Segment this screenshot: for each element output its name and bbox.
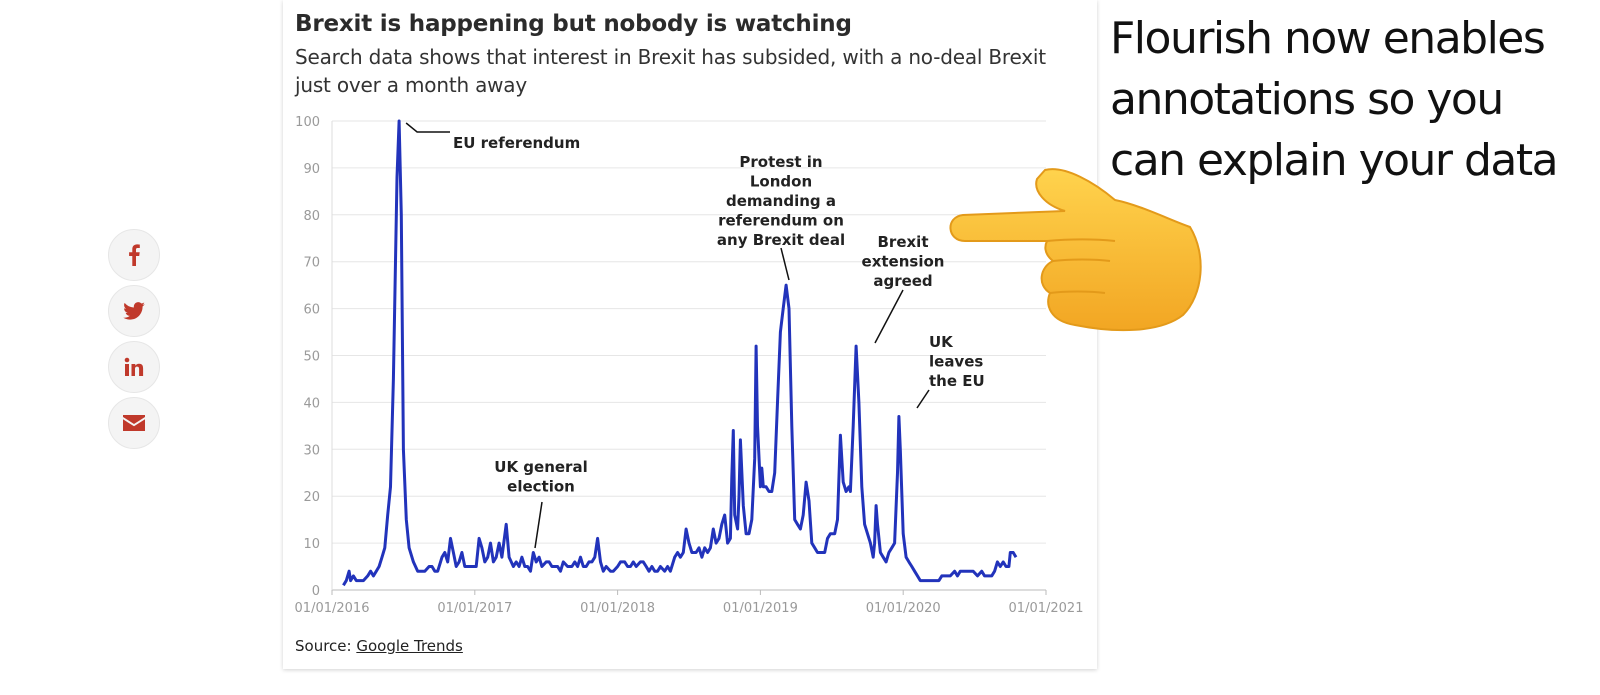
source-link[interactable]: Google Trends bbox=[356, 637, 463, 655]
source-label: Source: bbox=[295, 637, 357, 655]
y-tick-label: 60 bbox=[303, 303, 320, 318]
share-facebook-button[interactable] bbox=[108, 229, 160, 281]
chart-subtitle: Search data shows that interest in Brexi… bbox=[295, 45, 1046, 97]
y-tick-label: 50 bbox=[303, 350, 320, 365]
source-note: Source: Google Trends bbox=[295, 637, 463, 655]
y-tick-label: 20 bbox=[303, 490, 320, 505]
y-tick-label: 100 bbox=[295, 115, 320, 130]
annotation-leader bbox=[780, 247, 790, 281]
x-tick-label: 01/01/2020 bbox=[866, 601, 941, 616]
y-tick-label: 80 bbox=[303, 209, 320, 224]
x-tick-label: 01/01/2021 bbox=[1009, 601, 1084, 616]
facebook-icon bbox=[129, 244, 140, 266]
y-tick-label: 70 bbox=[303, 256, 320, 271]
y-tick-label: 0 bbox=[312, 584, 320, 599]
envelope-icon bbox=[123, 415, 145, 431]
annotation-label: EU referendum bbox=[453, 134, 580, 152]
y-tick-label: 90 bbox=[303, 162, 320, 177]
series-line bbox=[342, 119, 1018, 587]
x-tick-label: 01/01/2017 bbox=[437, 601, 512, 616]
annotation-label: Brexit extension agreed bbox=[862, 233, 945, 290]
annotation-label: UK leaves the EU bbox=[929, 333, 985, 390]
y-tick-label: 10 bbox=[303, 537, 320, 552]
x-tick-label: 01/01/2016 bbox=[295, 601, 370, 616]
annotation-label: Protest in London demanding a referendum on… bbox=[717, 153, 845, 249]
x-tick-label: 01/01/2018 bbox=[580, 601, 655, 616]
share-twitter-button[interactable] bbox=[108, 285, 160, 337]
annotation-leader bbox=[534, 501, 543, 549]
promo-text: Flourish now enables annotations so you … bbox=[1110, 13, 1559, 186]
line-chart: 0 10 20 30 40 50 60 70 80 90 100 01/01/2016 01/01/20… bbox=[295, 115, 1084, 616]
linkedin-icon bbox=[124, 357, 144, 376]
share-email-button[interactable] bbox=[108, 397, 160, 449]
annotation-leader bbox=[405, 122, 450, 133]
x-tick-label: 01/01/2019 bbox=[723, 601, 798, 616]
twitter-icon bbox=[123, 302, 145, 320]
chart-card: Brexit is happening but nobody is watchi… bbox=[283, 0, 1097, 669]
y-tick-label: 40 bbox=[303, 396, 320, 411]
chart-title: Brexit is happening but nobody is watchi… bbox=[295, 11, 852, 37]
share-linkedin-button[interactable] bbox=[108, 341, 160, 393]
annotation-leader bbox=[916, 389, 930, 409]
y-tick-label: 30 bbox=[303, 443, 320, 458]
annotation-leader bbox=[874, 289, 904, 344]
annotation-label: UK general election bbox=[494, 458, 587, 496]
pointing-hand-icon bbox=[949, 168, 1202, 332]
